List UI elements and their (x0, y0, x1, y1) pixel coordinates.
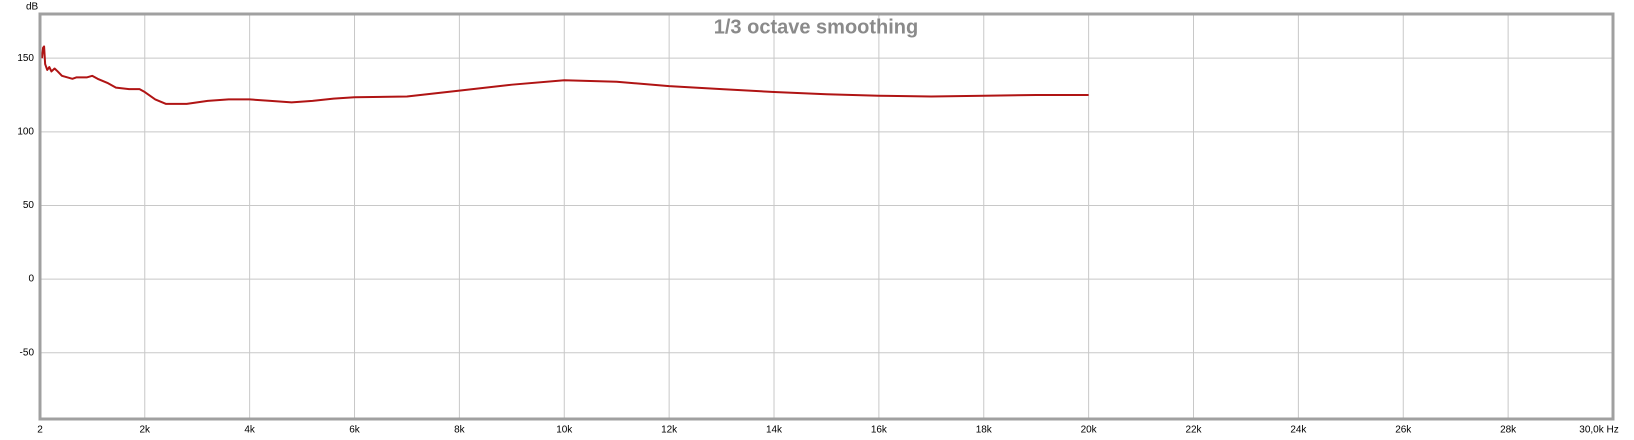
x-tick-label: 14k (766, 425, 783, 436)
y-tick-label: 100 (17, 126, 34, 137)
y-tick-label: 150 (17, 53, 34, 64)
x-tick-label: 2 (37, 425, 43, 436)
x-tick-label: 12k (661, 425, 678, 436)
y-tick-label: -50 (20, 347, 35, 358)
chart-title: 1/3 octave smoothing (714, 16, 919, 38)
x-tick-label: 16k (871, 425, 888, 436)
x-tick-label: 22k (1185, 425, 1202, 436)
x-tick-label: 8k (454, 425, 466, 436)
plot-frame (38, 12, 1615, 421)
plot-area (40, 14, 1613, 419)
x-tick-label: 10k (556, 425, 573, 436)
x-tick-label: 28k (1500, 425, 1517, 436)
x-tick-label: 24k (1290, 425, 1307, 436)
y-tick-label: 50 (23, 200, 35, 211)
response-line (40, 45, 1089, 105)
x-tick-label: 4k (244, 425, 256, 436)
grid (39, 14, 1614, 419)
marks (40, 45, 1089, 105)
x-tick-label: 30,0k Hz (1579, 425, 1618, 436)
x-tick-label: 20k (1081, 425, 1098, 436)
y-tick-label: 0 (28, 274, 34, 285)
y-axis-label: dB (26, 2, 39, 13)
x-tick-label: 6k (349, 425, 361, 436)
x-tick-label: 18k (976, 425, 993, 436)
x-tick-label: 2k (139, 425, 151, 436)
x-tick-label: 26k (1395, 425, 1412, 436)
